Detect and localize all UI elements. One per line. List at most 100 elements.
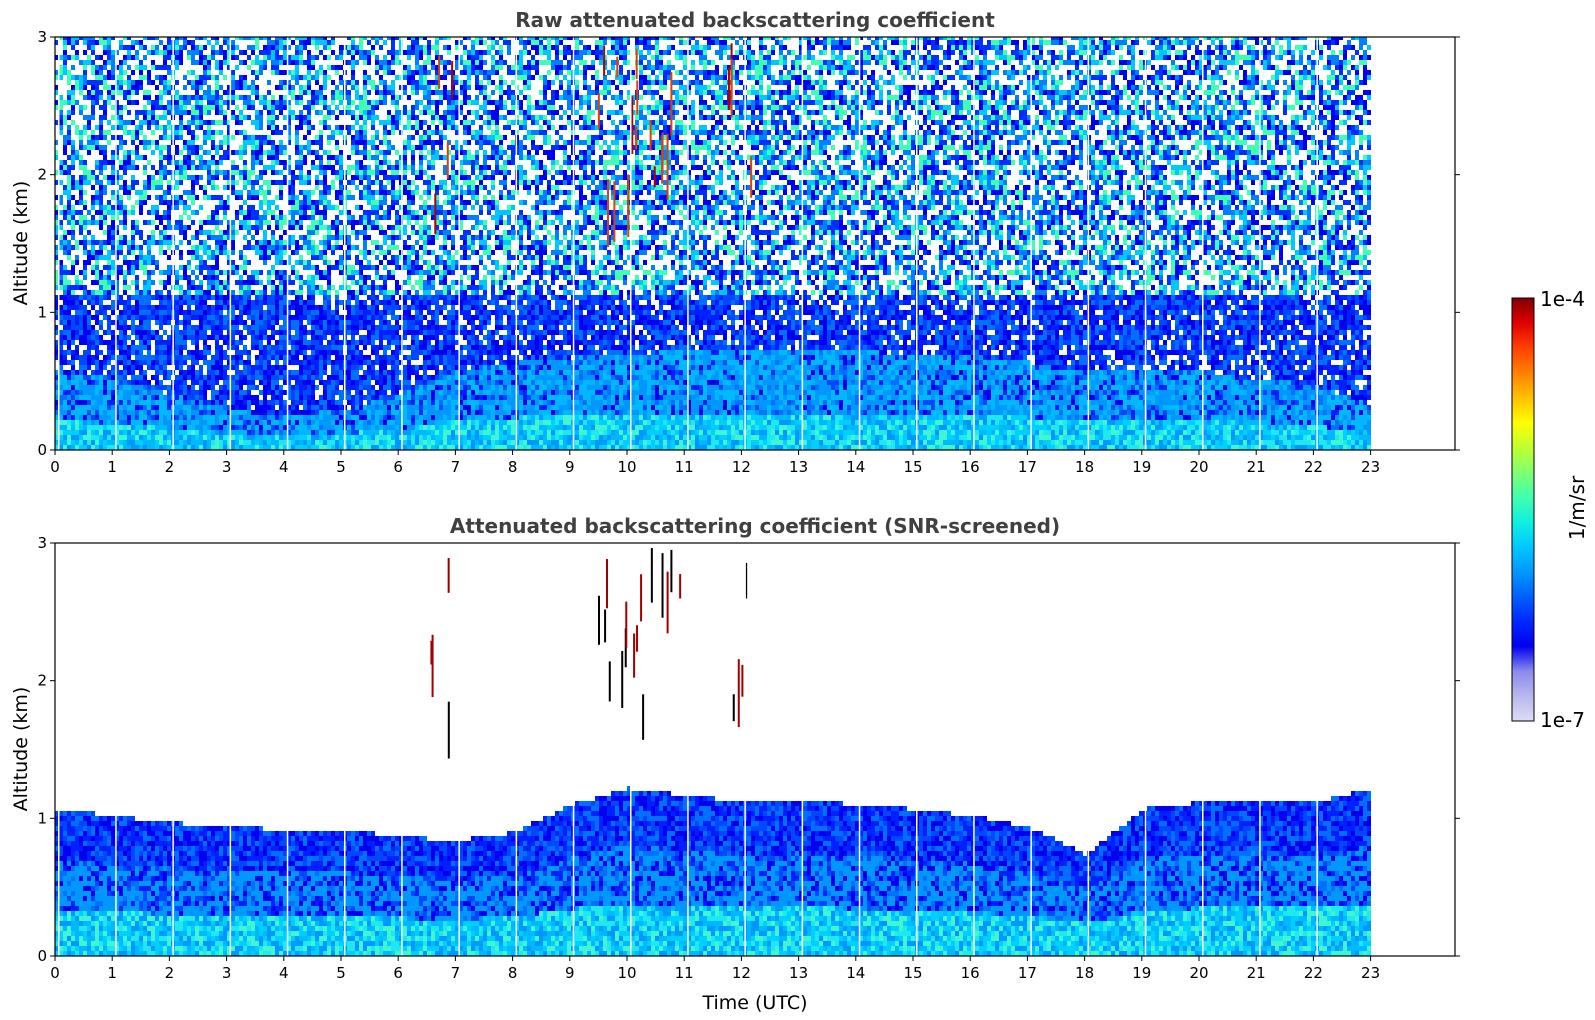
heat-cell — [199, 340, 203, 345]
heat-cell — [91, 330, 95, 335]
heat-cell — [219, 255, 223, 260]
heat-cell — [207, 365, 211, 370]
heat-cell — [195, 240, 199, 245]
heat-cell — [223, 295, 227, 300]
heat-cell — [291, 150, 295, 155]
heat-cell — [67, 340, 71, 345]
heat-cell — [259, 390, 263, 395]
heat-cell — [135, 205, 139, 210]
heat-cell — [63, 160, 67, 165]
heat-cell — [239, 145, 243, 150]
heat-cell — [215, 390, 219, 395]
heat-cell — [255, 420, 259, 425]
heat-cell — [291, 355, 295, 360]
heat-cell — [155, 60, 159, 65]
heat-cell — [179, 400, 183, 405]
heat-cell — [155, 365, 159, 370]
heat-cell — [195, 160, 199, 165]
heat-cell — [91, 385, 95, 390]
heat-cell — [103, 170, 107, 175]
heat-cell — [119, 90, 123, 95]
heat-cell — [63, 180, 67, 185]
heat-cell — [95, 110, 99, 115]
panel1-title: Raw attenuated backscattering coefficien… — [515, 8, 995, 32]
heat-cell — [215, 265, 219, 270]
heat-cell — [223, 410, 227, 415]
heat-cell — [107, 355, 111, 360]
heat-cell — [235, 300, 239, 305]
heat-cell — [79, 40, 83, 45]
heat-cell — [91, 415, 95, 420]
heat-cell — [271, 320, 275, 325]
heat-cell — [139, 275, 143, 280]
heat-cell — [235, 225, 239, 230]
heat-cell — [291, 435, 295, 440]
heat-cell — [223, 60, 227, 65]
heat-cell — [251, 115, 255, 120]
heat-cell — [207, 170, 211, 175]
heat-cell — [79, 200, 83, 205]
heat-cell — [283, 240, 287, 245]
heat-cell — [79, 90, 83, 95]
heat-cell — [91, 310, 95, 315]
heat-cell — [263, 430, 267, 435]
heat-cell — [267, 425, 271, 430]
heat-cell — [239, 150, 243, 155]
heat-cell — [199, 415, 203, 420]
heat-cell — [139, 90, 143, 95]
heat-cell — [87, 255, 91, 260]
heat-cell — [167, 100, 171, 105]
heat-cell — [63, 240, 67, 245]
heat-cell — [167, 305, 171, 310]
heat-cell — [67, 330, 71, 335]
heat-cell — [223, 255, 227, 260]
heat-cell — [163, 130, 167, 135]
heat-cell — [67, 390, 71, 395]
heat-cell — [91, 260, 95, 265]
heat-cell — [211, 210, 215, 215]
heat-cell — [151, 205, 155, 210]
heat-cell — [283, 230, 287, 235]
heat-cell — [151, 375, 155, 380]
heat-cell — [119, 390, 123, 395]
heat-cell — [187, 175, 191, 180]
heat-cell — [155, 95, 159, 100]
heat-cell — [131, 245, 135, 250]
heat-cell — [243, 200, 247, 205]
heat-cell — [87, 160, 91, 165]
heat-cell — [187, 350, 191, 355]
heat-cell — [211, 410, 215, 415]
heat-cell — [183, 210, 187, 215]
heat-cell — [271, 280, 275, 285]
heat-cell — [195, 210, 199, 215]
heat-cell — [119, 230, 123, 235]
heat-cell — [71, 235, 75, 240]
heat-cell — [191, 230, 195, 235]
heat-cell — [87, 390, 91, 395]
heat-cell — [131, 415, 135, 420]
heat-cell — [179, 320, 183, 325]
heat-cell — [263, 190, 267, 195]
heat-cell — [235, 400, 239, 405]
heat-cell — [131, 425, 135, 430]
heat-cell — [263, 100, 267, 105]
heat-cell — [67, 40, 71, 45]
heat-cell — [259, 55, 263, 60]
heat-cell — [259, 365, 263, 370]
heat-cell — [67, 195, 71, 200]
heat-cell — [239, 135, 243, 140]
heat-cell — [175, 405, 179, 410]
heat-cell — [199, 165, 203, 170]
heat-cell — [215, 190, 219, 195]
heat-cell — [215, 305, 219, 310]
heat-cell — [223, 45, 227, 50]
heat-cell — [239, 180, 243, 185]
heat-cell — [111, 260, 115, 265]
heat-cell — [187, 275, 191, 280]
heat-cell — [175, 40, 179, 45]
heat-cell — [87, 115, 91, 120]
heat-cell — [243, 305, 247, 310]
heat-cell — [71, 305, 75, 310]
heat-cell — [67, 415, 71, 420]
heat-cell — [87, 315, 91, 320]
